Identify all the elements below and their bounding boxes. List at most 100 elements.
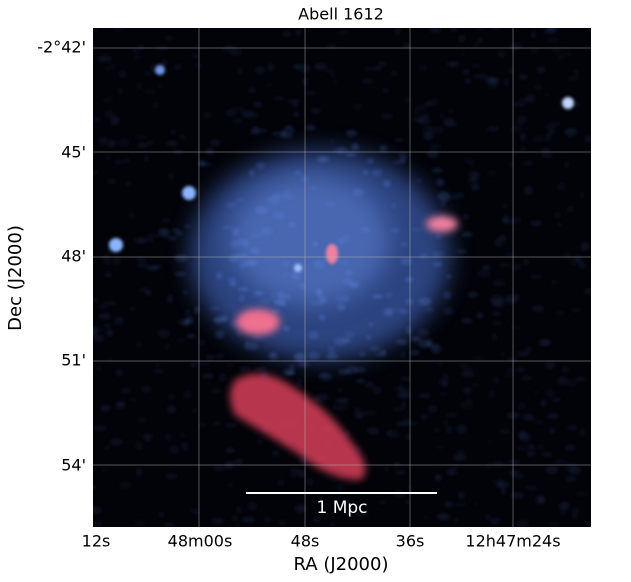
noise-blob: [473, 42, 479, 47]
noise-blob: [339, 497, 352, 507]
noise-blob: [504, 294, 519, 304]
noise-blob: [554, 459, 569, 465]
noise-blob: [490, 479, 498, 484]
noise-blob: [168, 172, 174, 181]
noise-blob: [524, 346, 533, 352]
noise-blob: [135, 467, 143, 477]
noise-blob: [229, 280, 237, 287]
noise-blob: [531, 31, 536, 39]
noise-blob: [282, 31, 291, 37]
noise-blob: [551, 279, 557, 284]
noise-blob: [556, 182, 566, 192]
noise-blob: [431, 167, 443, 173]
noise-blob: [530, 220, 543, 227]
noise-blob: [225, 202, 238, 209]
noise-blob: [197, 361, 211, 366]
noise-blob: [129, 307, 136, 311]
noise-blob: [231, 515, 238, 521]
noise-blob: [221, 225, 234, 230]
noise-blob: [546, 37, 560, 44]
noise-blob: [93, 116, 101, 123]
noise-blob: [165, 473, 178, 479]
noise-blob: [105, 67, 111, 71]
noise-blob: [181, 441, 189, 451]
noise-blob: [464, 78, 472, 84]
noise-blob: [250, 168, 255, 177]
noise-blob: [251, 112, 259, 119]
noise-blob: [199, 162, 213, 166]
noise-blob: [352, 103, 363, 110]
noise-blob: [498, 478, 503, 487]
noise-blob: [237, 68, 243, 75]
noise-blob: [432, 262, 443, 267]
noise-blob: [237, 287, 249, 292]
noise-blob: [112, 28, 126, 33]
noise-blob: [443, 420, 448, 425]
noise-blob: [355, 378, 366, 384]
noise-blob: [564, 463, 578, 472]
noise-blob: [458, 35, 466, 42]
noise-blob: [215, 353, 225, 359]
noise-blob: [161, 58, 168, 66]
noise-blob: [313, 240, 318, 247]
image-content: [93, 28, 591, 527]
noise-blob: [391, 203, 396, 209]
noise-blob: [343, 234, 350, 243]
noise-blob: [551, 397, 562, 402]
noise-blob: [499, 428, 512, 435]
noise-blob: [588, 520, 591, 527]
noise-blob: [452, 516, 459, 523]
noise-blob: [492, 376, 499, 384]
noise-blob: [428, 405, 439, 413]
noise-blob: [250, 232, 264, 238]
noise-blob: [311, 498, 324, 503]
noise-blob: [270, 292, 275, 300]
noise-blob: [100, 468, 111, 473]
noise-blob: [334, 484, 346, 493]
noise-blob: [277, 478, 285, 487]
noise-blob: [454, 502, 467, 507]
noise-blob: [510, 216, 522, 225]
noise-blob: [486, 126, 500, 132]
noise-blob: [93, 506, 102, 514]
noise-blob: [488, 80, 499, 89]
noise-blob: [229, 48, 243, 56]
noise-blob: [232, 227, 240, 237]
noise-blob: [460, 365, 473, 370]
noise-blob: [556, 222, 562, 227]
noise-blob: [319, 313, 326, 321]
noise-blob: [523, 186, 533, 195]
noise-blob: [241, 110, 255, 118]
noise-blob: [446, 61, 460, 66]
noise-blob: [561, 52, 573, 56]
noise-blob: [526, 450, 535, 457]
noise-blob: [467, 291, 479, 298]
noise-blob: [312, 260, 325, 269]
noise-blob: [227, 483, 235, 487]
noise-blob: [184, 224, 192, 228]
noise-blob: [434, 476, 442, 482]
noise-blob: [346, 129, 358, 137]
noise-blob: [487, 439, 492, 444]
noise-blob: [470, 383, 480, 387]
noise-blob: [241, 516, 256, 524]
noise-blob: [471, 182, 480, 192]
noise-blob: [405, 432, 411, 442]
noise-blob: [549, 427, 555, 434]
noise-blob: [539, 339, 552, 347]
noise-blob: [280, 261, 291, 267]
noise-blob: [146, 265, 159, 271]
noise-blob: [473, 501, 479, 506]
noise-blob: [360, 226, 371, 233]
noise-blob: [422, 126, 436, 135]
noise-blob: [101, 55, 112, 63]
noise-blob: [296, 29, 301, 36]
noise-blob: [463, 214, 469, 220]
noise-blob: [271, 131, 276, 136]
noise-blob: [541, 451, 553, 457]
noise-blob: [475, 311, 483, 320]
noise-blob: [491, 321, 504, 326]
noise-blob: [332, 148, 344, 154]
noise-blob: [93, 298, 99, 303]
